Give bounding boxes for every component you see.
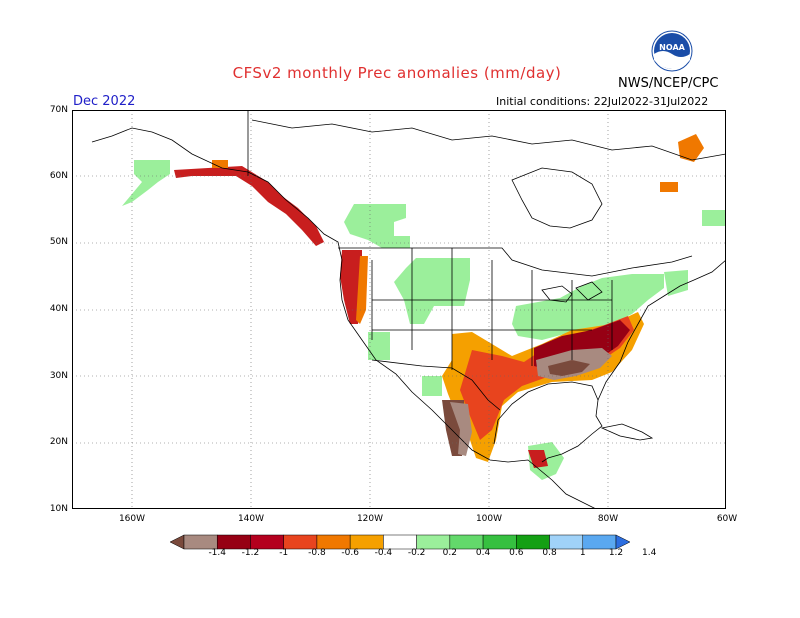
colorbar-label: -1.2 [241, 548, 260, 558]
newfoundland-dry [660, 182, 678, 192]
east-canada-wet [702, 210, 726, 226]
mexico-wet [422, 376, 442, 396]
pnw-coast-orange [356, 256, 368, 324]
lon-label-60w: 60W [716, 514, 738, 524]
lon-label-100w: 100W [475, 514, 503, 524]
colorbar-label: 0.4 [475, 548, 491, 558]
southwest-wet [368, 332, 390, 360]
mexico-west-light [450, 402, 472, 456]
colorbar-cell [349, 534, 384, 550]
lon-label-160w: 160W [118, 514, 146, 524]
colorbar-cell [383, 534, 417, 550]
lat-label-30n: 30N [49, 371, 68, 381]
east-coastline [597, 259, 726, 401]
pnw-coast-dry [340, 250, 362, 324]
lon-label-120w: 120W [356, 514, 384, 524]
lon-label-80w: 80W [597, 514, 619, 524]
lat-label-10n: 10N [49, 504, 68, 514]
colorbar-label: -0.6 [341, 548, 359, 558]
colorbar-label: 0.8 [542, 548, 557, 558]
hudson-bay [511, 167, 603, 229]
colorbar-label: 0.2 [442, 548, 457, 558]
colorbar-label: 0.6 [509, 548, 524, 558]
us-mexico-border [371, 359, 501, 411]
colorbar-label: -1.4 [208, 548, 226, 558]
northern-plains-wet [394, 258, 470, 324]
map-panel [72, 110, 726, 509]
great-lakes-wet [512, 274, 664, 340]
us-canada-border [338, 247, 693, 277]
alaska-wet-patch [122, 160, 170, 206]
colorbar [170, 534, 630, 550]
colorbar-cell [549, 534, 584, 550]
colorbar-cell [416, 534, 451, 550]
great-lakes [541, 281, 603, 303]
colorbar-cell [316, 534, 351, 550]
colorbar-arrow-low [170, 534, 185, 550]
southeast-core [548, 360, 590, 376]
colorbar-cell [582, 534, 617, 550]
canada-wet-patch [344, 204, 410, 248]
lon-label-140w: 140W [237, 514, 265, 524]
lat-label-50n: 50N [49, 237, 68, 247]
colorbar-label: 1 [579, 548, 586, 558]
lat-label-20n: 20N [49, 437, 68, 447]
colorbar-label: -0.4 [374, 548, 393, 558]
colorbar-label: 1.2 [608, 548, 624, 558]
lat-label-40n: 40N [49, 304, 68, 314]
lat-label-70n: 70N [49, 105, 68, 115]
colorbar-cell [449, 534, 484, 550]
noaa-logo: NOAA [651, 30, 693, 72]
lat-label-60n: 60N [49, 171, 68, 181]
northeast-wet [664, 270, 688, 296]
map-frame-border [72, 110, 726, 509]
colorbar-cell [250, 534, 284, 550]
central-america-dry [528, 450, 548, 468]
chart-title: CFSv2 monthly Prec anomalies (mm/day) [232, 64, 562, 82]
colorbar-cell [516, 534, 550, 550]
colorbar-arrow-high [615, 534, 630, 550]
colorbar-cell [183, 534, 218, 550]
alaska-coast-orange [212, 160, 228, 168]
colorbar-cell [283, 534, 318, 550]
arctic-coast [251, 119, 726, 161]
colorbar-label: -0.8 [308, 548, 326, 558]
colorbar-cell [216, 534, 251, 550]
alaska-coast-dry [174, 166, 324, 246]
colorbar-cell [482, 534, 517, 550]
colorbar-label: -1 [279, 548, 289, 558]
agency-label: NWS/NCEP/CPC [618, 76, 719, 91]
cuba-outline [600, 423, 654, 441]
target-month-label: Dec 2022 [73, 94, 136, 109]
labrador-dry [678, 134, 704, 162]
colorbar-label: -0.2 [407, 548, 426, 558]
colorbar-label: 1.4 [642, 548, 657, 558]
graticule [72, 110, 726, 509]
noaa-logo-text: NOAA [659, 43, 685, 52]
anomaly-shading [122, 134, 726, 480]
initial-conditions-label: Initial conditions: 22Jul2022-31Jul2022 [496, 95, 709, 108]
